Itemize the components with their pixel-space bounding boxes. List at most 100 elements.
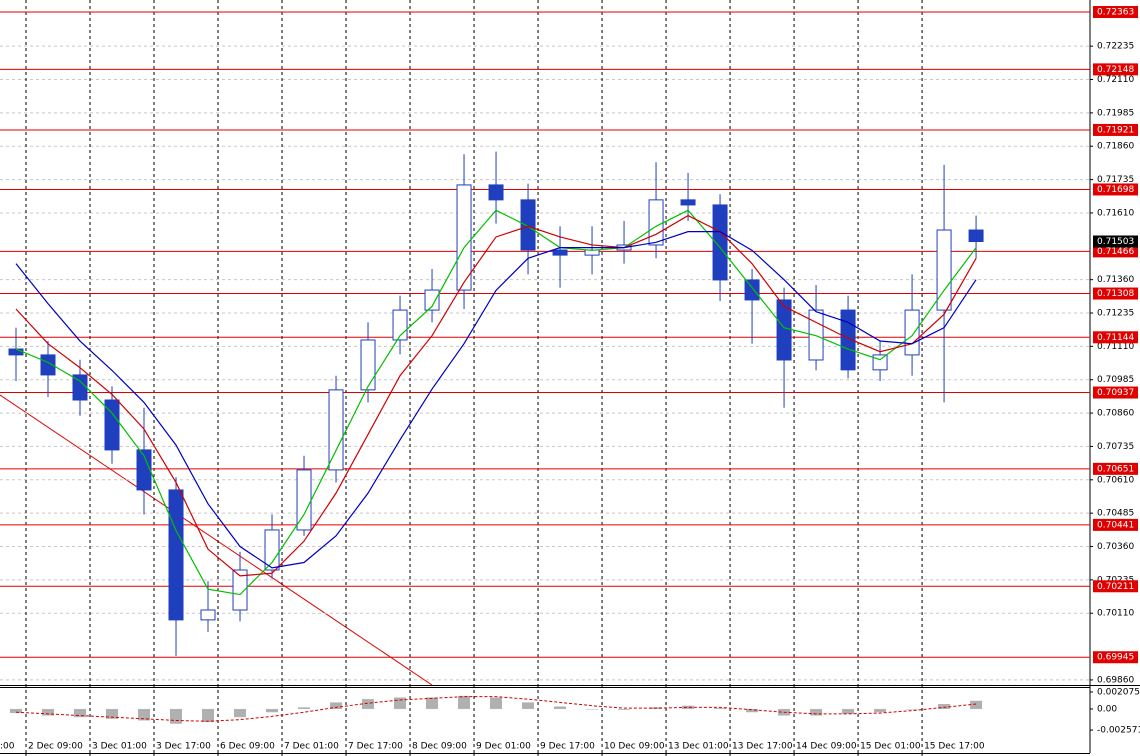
candle-body — [328, 389, 344, 471]
price-label: 0.71503 — [1097, 237, 1134, 247]
x-tick-label: 15 Dec 17:00 — [924, 742, 985, 752]
candle-body — [360, 339, 376, 391]
candle-body — [200, 609, 216, 621]
osc-signal — [15, 696, 977, 722]
price-tag — [1093, 235, 1138, 248]
y-tick-label: 0.00 — [1097, 704, 1117, 714]
osc-bar — [618, 708, 631, 710]
y-tick-label: 0.002075 — [1097, 687, 1140, 697]
level-label: 0.71921 — [1097, 125, 1134, 135]
level-tag — [1093, 63, 1138, 76]
osc-bar — [362, 699, 375, 709]
osc-bar — [106, 708, 119, 719]
y-tick-label: 0.72235 — [1097, 42, 1134, 52]
level-tag — [1093, 245, 1138, 258]
osc-bar — [42, 708, 55, 716]
osc-bar — [874, 708, 887, 713]
y-tick-label: 0.70610 — [1097, 475, 1134, 485]
osc-bar — [906, 708, 919, 710]
candle-body — [648, 199, 664, 246]
trend-line — [0, 394, 433, 686]
level-tag — [1093, 331, 1138, 344]
x-tick-label: :00 — [0, 742, 15, 752]
level-tag — [1093, 580, 1138, 593]
osc-bar — [394, 697, 407, 709]
x-tick-label: 7 Dec 17:00 — [348, 742, 403, 752]
candle-body — [488, 184, 504, 201]
level-label: 0.71144 — [1097, 333, 1134, 343]
y-tick-label: -0.002571 — [1097, 726, 1140, 736]
candle-body — [808, 309, 824, 361]
candle-body — [168, 489, 184, 621]
y-tick-label: 0.69860 — [1097, 675, 1134, 685]
candle-body — [968, 229, 984, 242]
osc-bar — [810, 708, 823, 716]
level-label: 0.72363 — [1097, 8, 1134, 18]
level-label: 0.72148 — [1097, 65, 1134, 75]
candle-body — [456, 184, 472, 291]
y-tick-label: 0.72110 — [1097, 75, 1134, 85]
osc-bar — [170, 708, 183, 724]
y-tick-label: 0.70110 — [1097, 609, 1134, 619]
y-tick-label: 0.71735 — [1097, 175, 1134, 185]
candle-body — [904, 309, 920, 356]
x-tick-label: 3 Dec 17:00 — [156, 742, 211, 752]
osc-bar — [202, 708, 215, 723]
candle-body — [552, 249, 568, 256]
y-tick-label: 0.70985 — [1097, 375, 1134, 385]
osc-bar — [682, 705, 695, 709]
x-tick-label: 13 Dec 17:00 — [732, 742, 793, 752]
x-tick-label: 15 Dec 01:00 — [860, 742, 921, 752]
level-tag — [1093, 518, 1138, 531]
y-tick-label: 0.71110 — [1097, 342, 1134, 352]
x-tick-label: 7 Dec 01:00 — [284, 742, 339, 752]
level-tag — [1093, 123, 1138, 136]
level-label: 0.69945 — [1097, 653, 1134, 663]
osc-bar — [298, 707, 311, 709]
y-tick-label: 0.71360 — [1097, 275, 1134, 285]
y-tick-label: 0.70485 — [1097, 509, 1134, 519]
candle-body — [520, 199, 536, 251]
x-tick-label: 9 Dec 01:00 — [476, 742, 531, 752]
level-tag — [1093, 287, 1138, 300]
level-label: 0.71698 — [1097, 185, 1134, 195]
level-tag — [1093, 386, 1138, 399]
moving-average — [15, 231, 977, 569]
x-tick-label: 3 Dec 01:00 — [92, 742, 147, 752]
osc-bar — [426, 697, 439, 709]
y-tick-label: 0.71985 — [1097, 108, 1134, 118]
x-tick-label: 8 Dec 09:00 — [412, 742, 467, 752]
y-tick-label: 0.71610 — [1097, 208, 1134, 218]
candle-body — [232, 569, 248, 611]
level-label: 0.70651 — [1097, 464, 1134, 474]
osc-bar — [586, 708, 599, 710]
osc-bar — [746, 708, 759, 713]
osc-bar — [714, 708, 727, 709]
y-tick-label: 0.71235 — [1097, 309, 1134, 319]
osc-bar — [458, 695, 471, 709]
x-tick-label: 10 Dec 09:00 — [604, 742, 665, 752]
candle-body — [424, 289, 440, 311]
candle-body — [872, 354, 888, 371]
osc-bar — [266, 708, 279, 713]
osc-bar — [938, 704, 951, 709]
moving-average — [15, 214, 977, 577]
y-tick-label: 0.70735 — [1097, 442, 1134, 452]
osc-bar — [554, 706, 567, 709]
osc-bar — [522, 702, 535, 709]
level-label: 0.71466 — [1097, 247, 1134, 257]
moving-average — [15, 209, 977, 596]
level-label: 0.71308 — [1097, 289, 1134, 299]
osc-bar — [10, 708, 23, 714]
level-label: 0.70441 — [1097, 520, 1134, 530]
y-tick-label: 0.70360 — [1097, 542, 1134, 552]
osc-bar — [490, 697, 503, 709]
x-tick-label: 9 Dec 17:00 — [540, 742, 595, 752]
level-tag — [1093, 462, 1138, 475]
candle-body — [104, 399, 120, 451]
candle-body — [136, 449, 152, 491]
osc-bar — [970, 700, 983, 709]
candle-body — [8, 348, 24, 356]
